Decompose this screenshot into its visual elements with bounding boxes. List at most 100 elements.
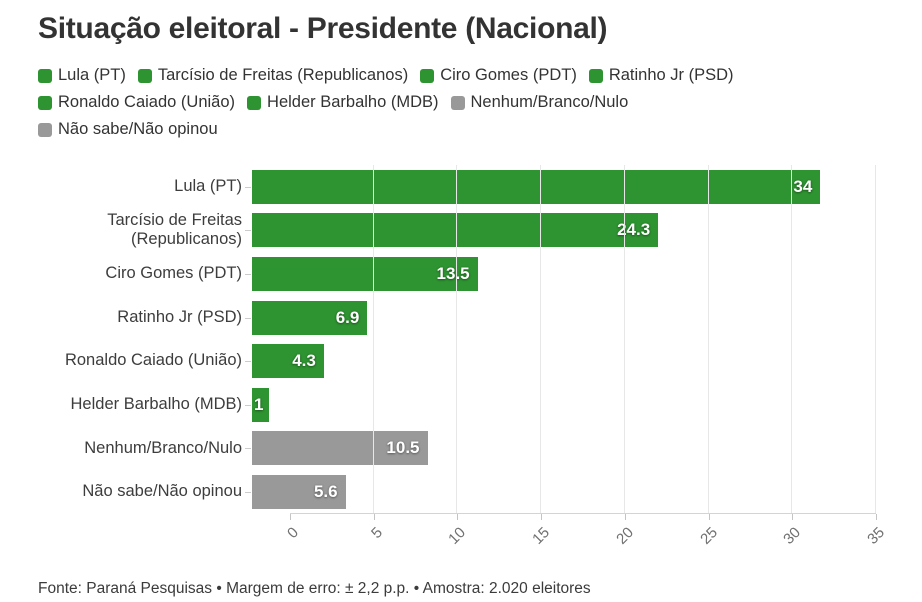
bar-cell: 4.3: [252, 339, 837, 383]
bar: 6.9: [252, 300, 368, 335]
legend-swatch-icon: [137, 68, 152, 83]
y-tick-mark: [245, 361, 251, 363]
legend-swatch-icon: [38, 122, 52, 137]
y-tick-mark: [245, 273, 251, 275]
legend-row: Lula (PT) Tarcísio de Freitas (Republican…: [38, 62, 884, 89]
y-tick-mark: [245, 491, 251, 493]
x-axis: 0 5 10 15 20 25 30 35: [284, 513, 888, 566]
bar-value-label: 1: [254, 394, 264, 414]
x-tick-label: 30: [780, 523, 805, 548]
legend-swatch-icon: [420, 68, 435, 83]
legend-item: Ronaldo Caiado (União): [38, 93, 235, 112]
x-tick-label: 35: [864, 523, 889, 548]
bar-category-label: Lula (PT): [174, 177, 242, 196]
bar-cell: 24.3: [252, 209, 837, 253]
bar-category-label: Ronaldo Caiado (União): [64, 351, 242, 370]
legend-label: Ronaldo Caiado (União): [58, 93, 236, 111]
bar-cell: 13.5: [252, 252, 837, 296]
legend-item: Ratinho Jr (PSD): [588, 66, 734, 85]
bar-cell: 6.9: [252, 296, 837, 340]
bar: 10.5: [252, 431, 428, 466]
source-note: Fonte: Paraná Pesquisas • Margem de erro…: [38, 579, 591, 597]
y-tick-cell: [244, 383, 252, 427]
plot-area: Lula (PT) 34 Tarcísio de Freitas (Republic…: [38, 165, 922, 514]
poll-chart-page: Situação eleitoral - Presidente (Naciona…: [0, 10, 922, 602]
legend-label: Ratinho Jr (PSD): [608, 66, 734, 84]
x-tick-mark: [457, 513, 459, 520]
legend-item: Nenhum/Branco/Nulo: [450, 93, 629, 112]
y-tick-cell: [244, 252, 252, 296]
y-tick-cell: [244, 165, 252, 209]
y-tick-cell: [244, 296, 252, 340]
legend-label: Helder Barbalho (MDB): [267, 93, 439, 111]
x-tick-label: 5: [367, 523, 386, 542]
y-tick-mark: [245, 448, 251, 450]
x-axis-line: [290, 512, 876, 514]
legend-swatch-icon: [38, 95, 52, 110]
y-tick-mark: [245, 186, 251, 188]
x-tick-mark: [290, 513, 291, 520]
bar: 13.5: [252, 256, 478, 291]
legend-swatch-icon: [588, 68, 603, 83]
bar-rows: Lula (PT) 34 Tarcísio de Freitas (Republic…: [38, 165, 922, 514]
bar-cell: 34: [252, 165, 837, 209]
legend-label: Nenhum/Branco/Nulo: [470, 93, 629, 111]
legend-row: Não sabe/Não opinou: [38, 116, 884, 143]
legend-label: Lula (PT): [58, 66, 126, 84]
legend-item: Não sabe/Não opinou: [38, 120, 218, 139]
x-tick-label: 20: [613, 523, 637, 548]
x-tick-label: 0: [284, 523, 303, 542]
y-tick-mark: [245, 404, 251, 406]
chart-title: Situação eleitoral - Presidente (Naciona…: [38, 12, 608, 45]
bar-category-label: Helder Barbalho (MDB): [70, 395, 242, 414]
bar-category-label: Não sabe/Não opinou: [82, 482, 242, 501]
bar-value-label: 6.9: [335, 307, 360, 327]
bar-value-label: 34: [793, 176, 813, 196]
bar-cell: 5.6: [252, 470, 837, 514]
bar: 34: [252, 169, 821, 204]
y-tick-mark: [245, 230, 251, 232]
y-tick-cell: [244, 427, 252, 471]
x-tick-label: 15: [529, 523, 554, 548]
legend-label: Tarcísio de Freitas (Republicanos): [157, 66, 409, 84]
y-tick-mark: [245, 317, 251, 319]
bar: 24.3: [252, 213, 659, 248]
legend-row: Ronaldo Caiado (União) Helder Barbalho (M…: [38, 89, 884, 116]
legend-label: Não sabe/Não opinou: [58, 120, 218, 138]
x-tick-mark: [708, 513, 710, 520]
bar-value-label: 13.5: [436, 263, 470, 283]
bar-category-label: Ratinho Jr (PSD): [117, 307, 242, 326]
legend-item: Ciro Gomes (PDT): [420, 66, 577, 85]
legend-swatch-icon: [38, 68, 52, 83]
x-tick-mark: [792, 513, 794, 520]
x-tick-label: 25: [696, 523, 721, 548]
legend-swatch-icon: [247, 95, 262, 110]
bar-category-label: Tarcísio de Freitas (Republicanos): [107, 210, 242, 249]
bar-cell: 10.5: [252, 427, 837, 471]
x-tick-mark: [373, 513, 375, 520]
y-tick-cell: [244, 339, 252, 383]
bar-category-label: Ciro Gomes (PDT): [105, 264, 242, 283]
bar-value-label: 5.6: [313, 481, 338, 501]
y-tick-cell: [244, 209, 252, 253]
legend-item: Lula (PT): [38, 66, 126, 85]
x-tick-mark: [876, 513, 877, 520]
bar-category-label: Nenhum/Branco/Nulo: [84, 438, 242, 457]
x-tick-label: 10: [445, 523, 470, 548]
legend: Lula (PT) Tarcísio de Freitas (Republican…: [38, 62, 884, 143]
legend-item: Tarcísio de Freitas (Republicanos): [137, 66, 409, 85]
bar: 5.6: [252, 474, 346, 509]
bar: 4.3: [252, 344, 324, 379]
bar: 1: [252, 387, 269, 422]
x-tick-mark: [624, 513, 626, 520]
legend-item: Helder Barbalho (MDB): [247, 93, 439, 112]
bar-chart: Lula (PT) 34 Tarcísio de Freitas (Republic…: [38, 165, 922, 566]
legend-swatch-icon: [450, 95, 465, 110]
y-tick-cell: [244, 470, 252, 514]
bar-value-label: 10.5: [386, 438, 420, 458]
x-tick-mark: [541, 513, 543, 520]
legend-label: Ciro Gomes (PDT): [440, 66, 577, 84]
bar-value-label: 4.3: [292, 351, 316, 371]
bar-cell: 1: [252, 383, 837, 427]
bar-value-label: 24.3: [617, 220, 651, 240]
